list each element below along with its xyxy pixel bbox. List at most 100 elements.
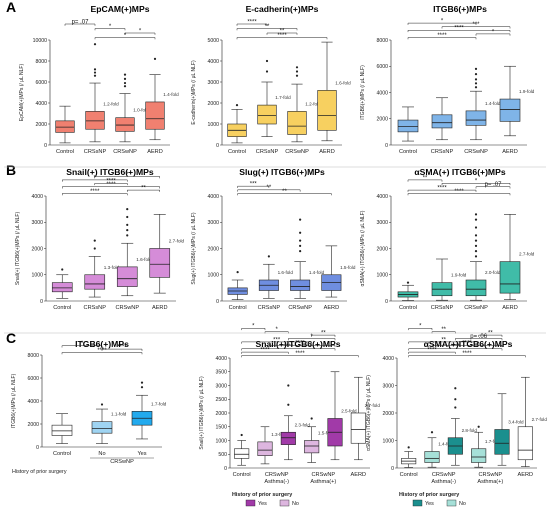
box-crswnp: 1.2-fold bbox=[287, 66, 321, 143]
panel-title: Snail(+) ITGB6(+)MPs bbox=[66, 167, 154, 177]
significance-bracket bbox=[61, 345, 103, 348]
significance-label: *** bbox=[273, 337, 281, 343]
fold-change-label: 1.7-fold bbox=[151, 401, 167, 406]
x-tick-label: Control bbox=[228, 149, 246, 155]
y-tick-label: 10000 bbox=[33, 38, 48, 44]
x-tick-label: CRSsNP bbox=[431, 149, 454, 155]
box-aerd: 2.7-fold bbox=[350, 376, 381, 461]
panel-title: ITGB6(+)MPs bbox=[75, 339, 129, 349]
box-crswnp: 2.0-fold bbox=[465, 213, 501, 301]
significance-bracket bbox=[288, 338, 336, 341]
box-iqr bbox=[115, 117, 135, 132]
box-iqr bbox=[471, 448, 487, 463]
outlier-point bbox=[474, 234, 478, 237]
significance-bracket bbox=[62, 186, 160, 189]
y-axis-label: Slug(+) ITGB6(+)MPs (/ μL NLF) bbox=[191, 212, 197, 284]
box-crswnp: 1.4-fold bbox=[465, 67, 501, 141]
x-tick-label: Control bbox=[229, 305, 247, 311]
y-tick-label: 8000 bbox=[27, 353, 39, 359]
significance-label: **** bbox=[437, 186, 447, 192]
panel-title: αSMA(+)ITGB6(+)MPs bbox=[424, 339, 513, 349]
significance-bracket bbox=[408, 355, 526, 358]
box-iqr bbox=[257, 441, 273, 456]
significance-label: p= .06 bbox=[470, 334, 488, 340]
outlier-point bbox=[474, 213, 478, 216]
y-axis-label: αSMA(+) ITGB6(+)MPs (/ μL NLF) bbox=[366, 375, 372, 451]
x-tick-label: Asthma(-) bbox=[264, 479, 289, 485]
x-tick-label: CRSwNP bbox=[479, 472, 503, 478]
x-tick-label: CRSwNP bbox=[285, 149, 309, 155]
y-axis-label: ITGB6(+)MPs (/ μL NLF) bbox=[360, 65, 366, 120]
box-crswnp-asthma-yes: 2.3-fold bbox=[280, 384, 310, 461]
significance-bracket bbox=[124, 32, 156, 35]
significance-bracket bbox=[407, 37, 477, 40]
outlier-point bbox=[407, 446, 410, 449]
y-tick-label: 6000 bbox=[35, 80, 47, 86]
box-iqr bbox=[304, 440, 320, 454]
x-tick-label: Asthma(+) bbox=[310, 479, 336, 485]
x-tick-label: Asthma(-) bbox=[431, 479, 456, 485]
significance-label: **** bbox=[260, 348, 270, 354]
significance-bracket bbox=[241, 348, 336, 351]
y-tick-label: 4000 bbox=[376, 194, 388, 200]
y-tick-label: 2000 bbox=[376, 246, 388, 252]
outlier-point bbox=[477, 425, 480, 428]
significance-bracket bbox=[264, 331, 289, 334]
fold-change-label: 1.1-fold bbox=[111, 412, 127, 417]
y-tick-label: 5000 bbox=[207, 38, 219, 44]
significance-label: **** bbox=[247, 19, 257, 25]
x-tick-label: CRSwNP bbox=[464, 305, 488, 311]
x-tick-label: Yes bbox=[137, 451, 146, 457]
significance-label: **** bbox=[106, 182, 116, 188]
x-tick-label: CRSwNP bbox=[288, 305, 312, 311]
y-tick-label: 0 bbox=[40, 299, 43, 305]
y-tick-label: 1000 bbox=[207, 273, 219, 279]
significance-bracket bbox=[407, 30, 511, 33]
box-control bbox=[227, 104, 247, 144]
panel-8: Snail(+)ITGB6(+)MPs 0 500 1000 1500 2000 2500 3… bbox=[199, 324, 380, 507]
significance-label: p= .07 bbox=[485, 182, 503, 188]
significance-bracket bbox=[94, 183, 128, 186]
significance-label: * bbox=[275, 327, 278, 333]
significance-bracket bbox=[237, 189, 301, 192]
outlier-point bbox=[287, 403, 290, 406]
y-axis-label: Snail(+) ITGB6(+)MPs (/ μL NLF) bbox=[199, 376, 205, 450]
outlier-point bbox=[295, 70, 299, 73]
legend-swatch-yes bbox=[245, 499, 256, 507]
significance-bracket bbox=[311, 334, 336, 337]
x-tick-label: No bbox=[98, 451, 105, 457]
box-crswnp-asthma-yes: 2.8-fold bbox=[447, 387, 477, 466]
significance-label: * bbox=[139, 28, 142, 34]
legend-label-no: No bbox=[292, 501, 299, 507]
significance-label: ** bbox=[441, 337, 446, 343]
y-tick-label: 2000 bbox=[382, 411, 394, 417]
significance-label: * bbox=[441, 19, 444, 25]
y-tick-label: 4000 bbox=[27, 399, 39, 405]
y-tick-label: 3000 bbox=[382, 383, 394, 389]
significance-bracket bbox=[236, 23, 268, 26]
y-tick-label: 4000 bbox=[376, 90, 388, 96]
significance-label: * bbox=[252, 324, 255, 330]
fold-change-label: 1.4-fold bbox=[438, 442, 454, 447]
box-iqr bbox=[51, 424, 73, 436]
outlier-point bbox=[123, 77, 127, 80]
significance-bracket bbox=[408, 341, 479, 344]
significance-label: **** bbox=[97, 348, 107, 354]
outlier-point bbox=[93, 43, 97, 46]
y-axis-label: E-cadherin(+)MPs (/ μL NLF) bbox=[191, 60, 197, 125]
y-tick-label: 3500 bbox=[215, 370, 227, 376]
legend-swatch-no bbox=[279, 499, 290, 507]
y-tick-label: 0 bbox=[36, 445, 39, 451]
panel-9: αSMA(+)ITGB6(+)MPs 0 1000 2000 3000 4000 αSMA(… bbox=[366, 324, 547, 507]
outlier-point bbox=[265, 59, 269, 63]
legend-swatch-no bbox=[446, 499, 457, 507]
significance-bracket bbox=[407, 189, 477, 192]
legend-label-yes: Yes bbox=[258, 501, 267, 507]
box-iqr bbox=[84, 274, 106, 290]
outlier-point bbox=[235, 104, 239, 107]
fold-change-label: 2.7-fold bbox=[365, 403, 381, 408]
x-tick-label: Control bbox=[399, 305, 417, 311]
significance-label: **** bbox=[90, 189, 100, 195]
box-aerd: 1.5-fold bbox=[321, 245, 356, 298]
significance-bracket bbox=[264, 345, 336, 348]
